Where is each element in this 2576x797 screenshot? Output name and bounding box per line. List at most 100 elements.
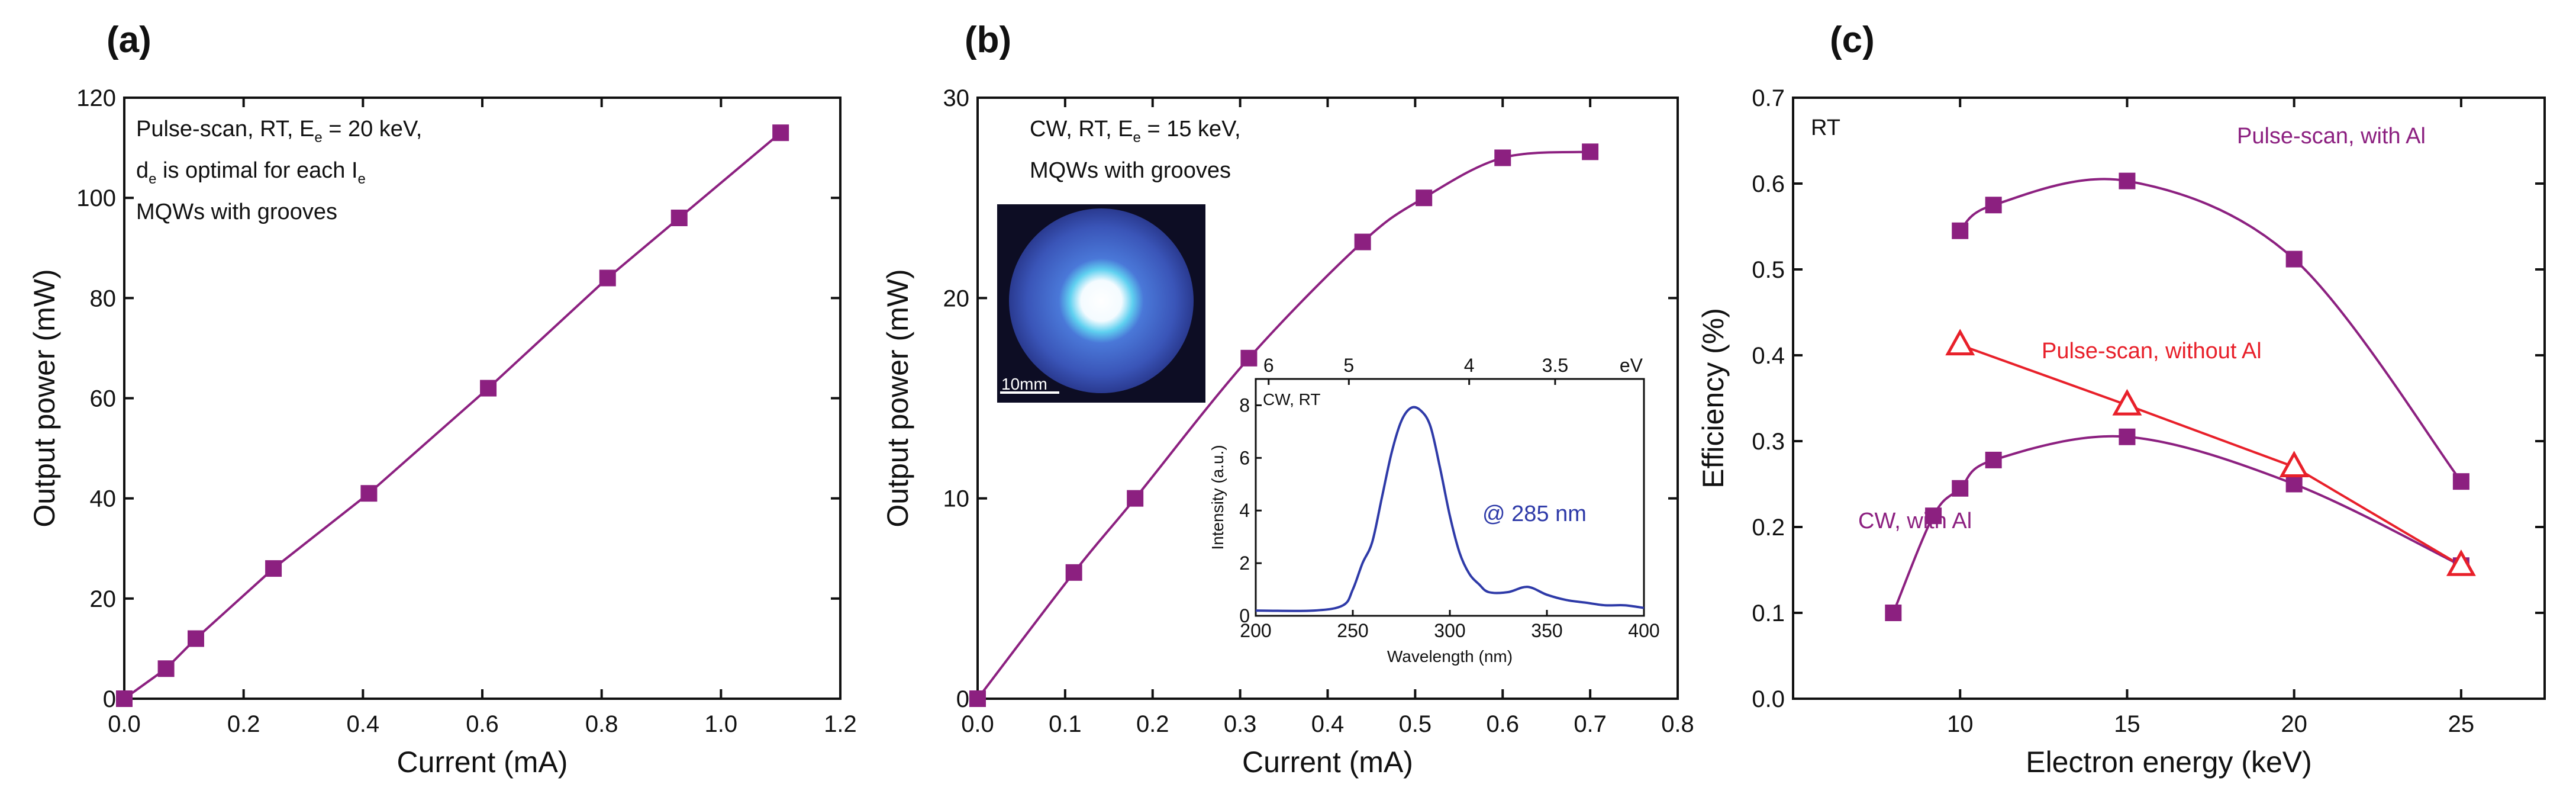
data-point-triangle xyxy=(2446,549,2476,576)
data-point-square xyxy=(2452,473,2469,490)
panel-a-label: (a) xyxy=(107,20,151,60)
top-axis-unit: eV xyxy=(1620,355,1643,376)
top-ev-tick-label: 3.5 xyxy=(1542,355,1568,376)
x-tick-label: 0.1 xyxy=(1049,711,1082,737)
y-tick-label: 0.1 xyxy=(1752,600,1785,626)
legend-pulse-scan-with-al: Pulse-scan, with Al xyxy=(2237,124,2426,149)
y-axis-title: Intensity (a.u.) xyxy=(1208,445,1227,549)
svg-text:de is optimal for each Ie: de is optimal for each Ie xyxy=(136,158,366,187)
y-tick-label: 6 xyxy=(1239,447,1250,468)
y-tick-label: 60 xyxy=(90,386,117,412)
data-point-square xyxy=(2119,428,2136,445)
data-point-square xyxy=(1925,507,1942,525)
data-point-square xyxy=(1582,143,1599,160)
x-tick-label: 1.0 xyxy=(705,711,738,737)
y-tick-label: 0.0 xyxy=(1752,686,1785,712)
x-tick-label: 400 xyxy=(1628,620,1659,641)
x-tick-label: 0.2 xyxy=(227,711,260,737)
x-tick-label: 0.0 xyxy=(108,711,141,737)
panel-a: (a) Pulse-scan, RT, Ee = 20 keV, de is o… xyxy=(28,20,857,779)
data-point-square xyxy=(1985,451,2002,468)
data-point-square xyxy=(1416,189,1433,207)
glowing-phosphor-disc xyxy=(1009,208,1194,393)
data-point-square xyxy=(599,269,616,287)
x-tick-label: 0.5 xyxy=(1399,711,1432,737)
top-ev-tick-label: 6 xyxy=(1263,355,1274,376)
y-tick-label: 20 xyxy=(943,285,970,311)
y-axis-title: Output power (mW) xyxy=(28,269,61,527)
annotation-line2: MQWs with grooves xyxy=(1030,158,1231,183)
y-tick-label: 40 xyxy=(90,486,117,512)
x-tick-label: 0.8 xyxy=(1661,711,1694,737)
inset-corner-label: CW, RT xyxy=(1263,390,1320,409)
series-line-red xyxy=(1959,343,2462,567)
data-point-square xyxy=(2285,475,2303,493)
panel-c: (c) RT Pulse-scan, with Al Pulse-scan, w… xyxy=(1697,20,2546,779)
data-point-square xyxy=(157,660,175,677)
y-tick-label: 0.6 xyxy=(1752,171,1785,197)
x-tick-label: 15 xyxy=(2114,711,2140,737)
annotation-line3: MQWs with grooves xyxy=(136,200,337,224)
y-tick-label: 8 xyxy=(1239,394,1250,416)
data-point-square xyxy=(480,380,497,397)
series-curve xyxy=(1892,435,2462,613)
peak-label: @ 285 nm xyxy=(1482,502,1587,526)
y-tick-label: 0.3 xyxy=(1752,429,1785,455)
corner-label-rt: RT xyxy=(1811,115,1840,140)
x-tick-label: 250 xyxy=(1337,620,1368,641)
y-tick-label: 120 xyxy=(76,85,116,111)
data-point-square xyxy=(1952,222,1969,239)
annotation-line2: d xyxy=(136,158,149,183)
y-tick-label: 0 xyxy=(956,686,969,712)
spectrum-curve xyxy=(1255,406,1645,612)
y-tick-label: 0.4 xyxy=(1752,343,1785,369)
data-point-square xyxy=(772,124,789,142)
legend-pulse-scan-without-al: Pulse-scan, without Al xyxy=(2042,339,2262,364)
x-tick-label: 0.4 xyxy=(1311,711,1345,737)
plot-frame xyxy=(1792,97,2546,700)
data-point-square xyxy=(1065,564,1082,581)
data-point-square xyxy=(188,630,204,647)
y-tick-label: 2 xyxy=(1239,552,1250,574)
x-tick-label: 0.7 xyxy=(1574,711,1607,737)
y-tick-label: 0 xyxy=(1239,605,1250,626)
panel-b-annotation: CW, RT, Ee = 15 keV, MQWs with grooves xyxy=(1030,117,1241,183)
x-tick-label: 0.2 xyxy=(1136,711,1169,737)
data-point-square xyxy=(1985,197,2002,214)
y-tick-label: 0 xyxy=(103,686,116,712)
y-tick-label: 100 xyxy=(76,185,116,211)
data-point-square xyxy=(2285,250,2303,268)
scale-bar-label: 10mm xyxy=(1001,375,1047,393)
x-tick-label: 0.6 xyxy=(1486,711,1519,737)
y-tick-label: 80 xyxy=(90,285,117,311)
data-point-square xyxy=(116,690,133,707)
y-tick-label: 0.5 xyxy=(1752,257,1785,283)
panel-c-label: (c) xyxy=(1830,20,1875,60)
x-axis-title: Current (mA) xyxy=(1242,745,1413,779)
data-point-triangle xyxy=(2112,388,2142,416)
data-point-square xyxy=(670,210,688,226)
data-point-square xyxy=(1885,605,1902,621)
svg-text:Pulse-scan, RT, Ee = 20 keV,: Pulse-scan, RT, Ee = 20 keV, xyxy=(136,117,422,146)
x-tick-label: 0.8 xyxy=(585,711,618,737)
data-point-square xyxy=(1127,490,1144,507)
x-tick-label: 300 xyxy=(1434,620,1465,641)
inset-background xyxy=(1256,379,1644,616)
y-tick-label: 30 xyxy=(943,85,970,111)
data-point-square xyxy=(1494,149,1511,166)
x-axis-title: Wavelength (nm) xyxy=(1387,647,1513,666)
x-tick-label: 0.4 xyxy=(347,711,380,737)
panel-b-label: (b) xyxy=(965,20,1011,60)
y-tick-label: 0.2 xyxy=(1752,515,1785,541)
y-axis-title: Efficiency (%) xyxy=(1697,308,1730,489)
data-point-triangle xyxy=(2279,451,2309,477)
data-point-square xyxy=(1240,349,1258,367)
x-tick-label: 0.0 xyxy=(961,711,994,737)
y-tick-label: 20 xyxy=(90,586,117,612)
data-point-square xyxy=(265,560,282,577)
photo-inset: 10mm xyxy=(997,204,1205,403)
x-tick-label: 350 xyxy=(1531,620,1562,641)
svg-text:CW, RT, Ee = 15 keV,: CW, RT, Ee = 15 keV, xyxy=(1030,117,1241,146)
